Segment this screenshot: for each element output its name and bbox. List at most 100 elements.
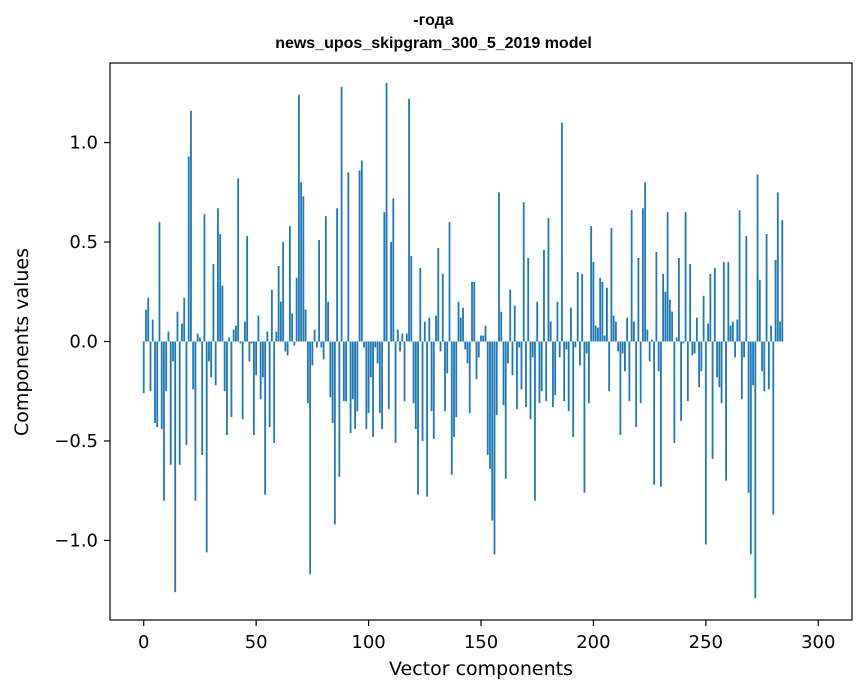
bar-0: [142, 341, 145, 394]
bar-83: [329, 341, 332, 398]
bar-4: [151, 319, 154, 342]
bar-148: [475, 341, 478, 380]
bar-265: [738, 210, 741, 342]
bar-127: [428, 317, 431, 342]
bar-125: [423, 321, 426, 342]
bar-248: [700, 341, 703, 372]
bar-196: [583, 341, 586, 493]
bar-67: [293, 341, 296, 346]
bar-24: [196, 333, 199, 342]
y-tick-label: −1.0: [54, 530, 98, 551]
bar-245: [693, 341, 696, 354]
bar-15: [176, 311, 179, 342]
bar-200: [592, 261, 595, 342]
bar-170: [525, 341, 527, 408]
bar-220: [637, 257, 640, 342]
bar-173: [531, 341, 534, 358]
bar-51: [257, 315, 260, 342]
bar-241: [684, 212, 687, 342]
bar-201: [594, 325, 597, 342]
bar-238: [677, 257, 680, 342]
bar-280: [772, 341, 775, 515]
bar-6: [156, 341, 159, 428]
bar-274: [758, 279, 761, 342]
bar-194: [579, 341, 581, 366]
bar-11: [167, 331, 170, 342]
bar-59: [275, 331, 278, 342]
bar-1: [145, 309, 147, 342]
bar-255: [716, 341, 718, 378]
bar-210: [615, 321, 617, 342]
bar-60: [277, 265, 280, 342]
bar-260: [727, 261, 730, 342]
bar-278: [767, 341, 770, 390]
bar-181: [549, 321, 552, 342]
bar-55: [266, 331, 269, 342]
bar-227: [653, 341, 656, 485]
bar-115: [401, 333, 404, 342]
bar-242: [686, 341, 689, 402]
bar-195: [581, 273, 584, 342]
bar-124: [421, 341, 424, 441]
bar-27: [203, 214, 206, 342]
bar-202: [597, 327, 599, 342]
bar-223: [644, 182, 647, 342]
bar-156: [493, 341, 496, 555]
bar-228: [655, 251, 658, 342]
bar-28: [205, 341, 208, 553]
bar-249: [702, 295, 705, 342]
bar-152: [484, 325, 487, 342]
bar-119: [410, 255, 413, 342]
bar-114: [399, 341, 401, 352]
bar-216: [628, 341, 631, 402]
bar-232: [664, 291, 667, 342]
bar-21: [190, 110, 192, 342]
bar-176: [538, 341, 541, 404]
bar-268: [745, 236, 748, 342]
bar-169: [522, 202, 525, 342]
bar-199: [590, 226, 593, 342]
bar-262: [731, 321, 734, 342]
bar-186: [561, 122, 563, 342]
bar-261: [729, 325, 732, 342]
bar-76: [313, 329, 316, 342]
bar-182: [552, 341, 554, 408]
bar-2: [147, 297, 150, 342]
bar-244: [691, 341, 694, 356]
bar-246: [695, 317, 698, 342]
bar-221: [639, 341, 642, 404]
bar-126: [426, 341, 428, 497]
bar-26: [201, 341, 204, 455]
bar-230: [659, 341, 662, 487]
bar-117: [405, 333, 408, 342]
bar-250: [704, 341, 707, 545]
bar-123: [419, 267, 422, 342]
bar-13: [172, 341, 174, 362]
bar-166: [516, 341, 518, 410]
bar-155: [491, 341, 494, 521]
bar-75: [311, 341, 314, 366]
bar-110: [390, 242, 392, 342]
bar-111: [392, 198, 395, 342]
bar-164: [511, 341, 514, 376]
bar-215: [626, 317, 629, 342]
bar-112: [394, 341, 397, 443]
bars-group: [142, 82, 784, 599]
bar-165: [513, 305, 516, 342]
bar-25: [199, 337, 201, 342]
bar-172: [529, 341, 532, 420]
bar-284: [781, 220, 784, 342]
bar-209: [612, 315, 615, 342]
bar-58: [273, 341, 276, 443]
bar-150: [480, 335, 482, 342]
bar-131: [437, 248, 440, 342]
bar-191: [572, 341, 575, 437]
bar-7: [158, 222, 161, 342]
bar-206: [606, 287, 608, 342]
bar-225: [648, 341, 651, 362]
bar-77: [315, 341, 318, 348]
bar-154: [489, 341, 491, 469]
bar-213: [621, 341, 624, 354]
bar-197: [585, 341, 588, 354]
